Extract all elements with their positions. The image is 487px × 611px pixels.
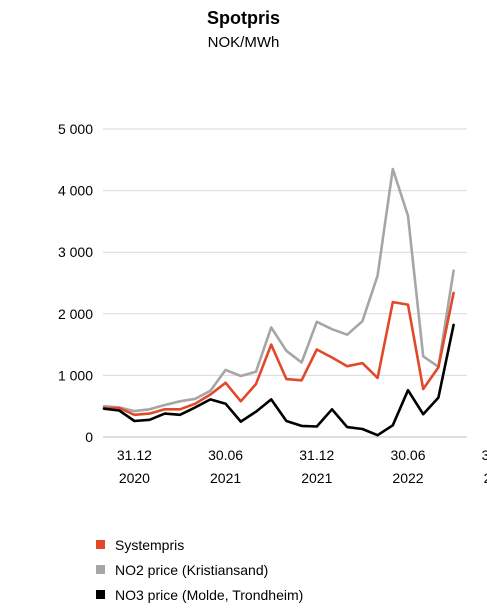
legend-swatch-systempris [96, 540, 105, 549]
x-tick-label: 30.06 [208, 447, 243, 463]
chart-subtitle: NOK/MWh [207, 34, 280, 51]
legend-item-no2: NO2 price (Kristiansand) [96, 557, 303, 582]
x-tick-label: 2020 [119, 470, 150, 486]
x-tick-label: 2022 [484, 470, 487, 486]
x-tick-label: 2021 [210, 470, 241, 486]
legend-swatch-no3 [96, 590, 105, 599]
legend-swatch-no2 [96, 565, 105, 574]
x-tick-label: 31.12 [482, 447, 487, 463]
x-tick-label: 31.12 [117, 447, 152, 463]
y-tick-label: 0 [85, 429, 93, 445]
chart-legend: Systempris NO2 price (Kristiansand) NO3 … [96, 532, 303, 607]
y-tick-label: 2 000 [58, 306, 93, 322]
chart-title: Spotpris [206, 8, 280, 28]
x-tick-label: 30.06 [390, 447, 425, 463]
series-line-no2-price-kristiansand [102, 167, 455, 413]
line-chart: 0 1 000 2 000 3 000 4 000 5 000 31.12 2020 30.06… [58, 121, 487, 486]
y-tick-label: 3 000 [58, 244, 93, 260]
legend-label-no2: NO2 price (Kristiansand) [115, 561, 269, 578]
legend-label-no3: NO3 price (Molde, Trondheim) [115, 586, 304, 603]
legend-item-no3: NO3 price (Molde, Trondheim) [96, 582, 303, 607]
series-line-no3-price-molde-trondheim [102, 323, 455, 437]
y-tick-label: 1 000 [58, 367, 93, 383]
legend-item-systempris: Systempris [96, 532, 303, 557]
y-tick-label: 5 000 [58, 121, 93, 137]
series-line-systempris [102, 291, 455, 417]
legend-label-systempris: Systempris [115, 536, 185, 553]
x-tick-label: 2022 [392, 470, 423, 486]
x-tick-label: 2021 [301, 470, 332, 486]
y-tick-label: 4 000 [58, 183, 93, 199]
x-tick-label: 31.12 [299, 447, 334, 463]
